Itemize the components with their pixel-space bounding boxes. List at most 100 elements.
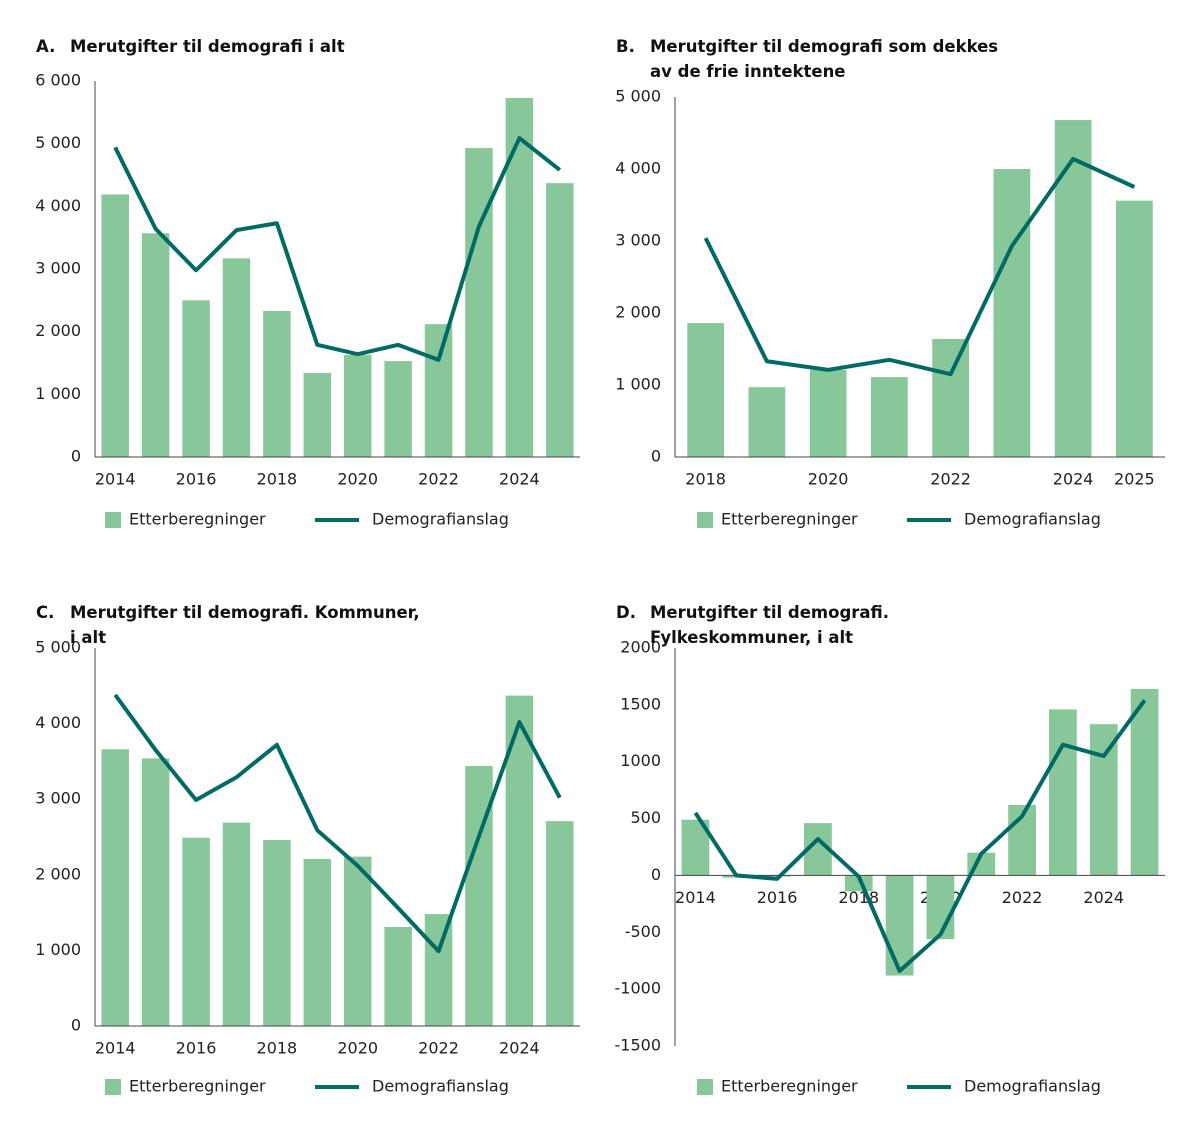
x-tick-label: 2016 [176, 1039, 217, 1058]
bar [871, 377, 908, 457]
y-tick-label: 3 000 [35, 259, 81, 278]
x-tick-label: 2022 [1002, 888, 1043, 907]
x-tick-label: 2022 [930, 470, 971, 489]
x-tick-label: 2025 [1114, 470, 1155, 489]
line [113, 693, 562, 954]
legend-swatch [105, 512, 121, 528]
bar [885, 875, 914, 976]
x-tick-label: 2018 [257, 1039, 298, 1058]
legend-label: Etterberegninger [721, 1077, 858, 1096]
panel-title: B. Merutgifter til demografi som dekkes a… [616, 34, 1036, 84]
x-tick-label: 2024 [1053, 470, 1094, 489]
y-tick-label: 2 000 [615, 303, 661, 322]
panel-label: C. [36, 603, 55, 622]
y-tick-label: 4 000 [615, 159, 661, 178]
x-tick-label: 2016 [757, 888, 798, 907]
legend-swatch [697, 1079, 713, 1095]
y-tick-label: 2000 [620, 638, 661, 657]
y-tick-label: 1 000 [35, 384, 81, 403]
y-tick-label: 4 000 [35, 713, 81, 732]
x-tick-label: 2024 [499, 1039, 540, 1058]
x-tick-label: 2024 [499, 470, 540, 489]
bar [424, 914, 453, 1026]
y-tick-label: 1500 [620, 694, 661, 713]
y-tick-label: 5 000 [35, 133, 81, 152]
bar [1054, 120, 1092, 457]
legend-label: Demografianslag [964, 1077, 1101, 1096]
bar [384, 926, 412, 1026]
bar [926, 875, 955, 940]
bar [101, 194, 129, 457]
x-tick-label: 2018 [257, 470, 298, 489]
y-tick-label: 0 [651, 447, 661, 466]
line [113, 136, 562, 362]
x-tick-label: 2016 [176, 470, 217, 489]
bar [424, 324, 453, 457]
bar [141, 233, 170, 457]
bar [1116, 200, 1153, 457]
bar [1089, 724, 1118, 876]
legend-label: Demografianslag [372, 510, 509, 529]
legend-label: Etterberegninger [129, 1077, 266, 1096]
bar [844, 875, 873, 892]
y-tick-label: -1000 [615, 979, 662, 998]
y-tick-label: 6 000 [35, 71, 81, 90]
x-tick-label: 2014 [95, 470, 136, 489]
x-tick-label: 2014 [675, 888, 716, 907]
bar [101, 749, 129, 1026]
bar [141, 758, 170, 1026]
x-tick-label: 2020 [337, 1039, 378, 1058]
bar [343, 354, 372, 457]
legend-label: Etterberegninger [721, 510, 858, 529]
bar [505, 97, 534, 458]
x-tick-label: 2024 [1083, 888, 1124, 907]
bar [932, 338, 969, 457]
y-tick-label: 3 000 [615, 231, 661, 250]
title-text: Merutgifter til demografi. Kommuner, i a… [70, 603, 420, 647]
legend-label: Etterberegninger [129, 510, 266, 529]
bar [465, 148, 493, 457]
bar [263, 840, 291, 1026]
bar [809, 369, 847, 457]
x-tick-label: 2018 [685, 470, 726, 489]
legend-label: Demografianslag [372, 1077, 509, 1096]
bar [384, 361, 412, 457]
x-tick-label: 2020 [337, 470, 378, 489]
bar [687, 323, 724, 457]
title-text: Merutgifter til demografi. Fylkeskommune… [650, 603, 890, 647]
bar [182, 300, 210, 457]
panel-title: C. Merutgifter til demografi. Kommuner, i… [36, 600, 456, 650]
bar [303, 858, 332, 1026]
y-tick-label: 2 000 [35, 321, 81, 340]
panel-title: D. Merutgifter til demografi. Fylkeskommu… [616, 600, 1036, 650]
title-text: Merutgifter til demografi i alt [70, 37, 345, 56]
y-tick-label: 1 000 [615, 375, 661, 394]
bar [546, 821, 574, 1026]
x-tick-label: 2020 [808, 470, 849, 489]
panel-label: B. [616, 37, 635, 56]
y-tick-label: 0 [71, 1016, 81, 1035]
x-tick-label: 2022 [418, 1039, 459, 1058]
bar [222, 822, 251, 1026]
y-tick-label: 0 [71, 447, 81, 466]
bar [748, 387, 786, 457]
bar [1049, 709, 1077, 876]
bar [993, 169, 1031, 457]
y-tick-label: 4 000 [35, 196, 81, 215]
y-tick-label: 500 [630, 808, 661, 827]
bar [263, 310, 291, 457]
bar [763, 875, 791, 877]
x-tick-label: 2022 [418, 470, 459, 489]
y-tick-label: 5 000 [615, 87, 661, 106]
y-tick-label: 5 000 [35, 638, 81, 657]
legend-swatch [697, 512, 713, 528]
bar [546, 183, 574, 457]
bar [343, 856, 372, 1026]
bar [1130, 688, 1159, 876]
x-tick-label: 2014 [95, 1039, 136, 1058]
line [703, 156, 1136, 377]
line [693, 699, 1147, 973]
bar [303, 373, 332, 457]
y-tick-label: 2 000 [35, 864, 81, 883]
